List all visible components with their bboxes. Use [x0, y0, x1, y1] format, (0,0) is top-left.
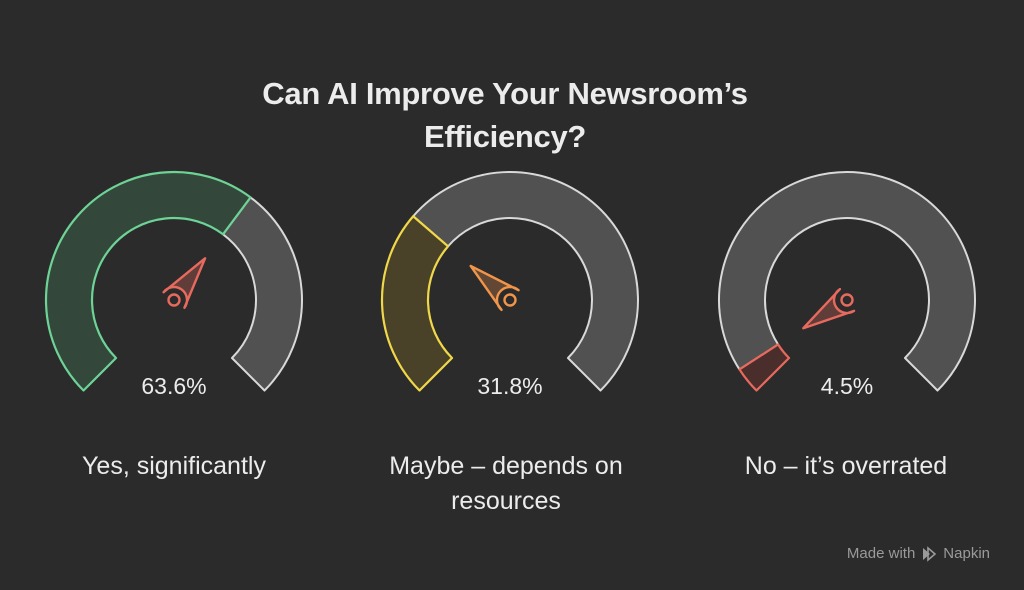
gauge-2-value-label: 31.8% — [477, 373, 543, 399]
gauge-3-track — [718, 171, 976, 392]
napkin-brand-text: Napkin — [943, 545, 990, 562]
gauge-3-needle — [802, 287, 856, 330]
gauge-2-category-label: Maybe – depends on resources — [346, 449, 666, 519]
gauge-2-needle-hub — [503, 293, 517, 307]
gauge-2-value-fill — [380, 215, 454, 392]
gauge-1-needle-hub — [167, 293, 181, 307]
gauge-1-track — [222, 196, 304, 392]
gauge-1-needle — [162, 257, 207, 309]
gauge-3-needle-hub — [840, 293, 854, 307]
chart-title-line-1: Can AI Improve Your Newsroom’s — [262, 76, 748, 111]
gauge-1-value-label: 63.6% — [141, 373, 207, 399]
gauge-2-category-line-1: Maybe – depends on — [389, 452, 623, 480]
made-with-napkin-footer[interactable]: Made with Napkin — [847, 543, 990, 565]
chart-title-line-2: Efficiency? — [423, 119, 587, 154]
gauge-3-category-label: No – it’s overrated — [686, 449, 1006, 484]
gauge-3-category-line-1: No – it’s overrated — [744, 452, 948, 480]
made-with-text: Made with — [846, 545, 916, 562]
gauge-3-value-label: 4.5% — [820, 373, 874, 399]
gauge-2-needle — [469, 264, 520, 312]
gauge-2-track — [412, 171, 639, 392]
gauge-1-category-line-1: Yes, significantly — [82, 452, 266, 480]
gauge-1-category-label: Yes, significantly — [14, 449, 334, 484]
napkin-logo-icon — [923, 546, 937, 562]
gauge-2-category-line-2: resources — [451, 487, 561, 515]
gauge-1-value-fill — [44, 170, 252, 392]
gauge-3-value-fill — [738, 343, 791, 392]
